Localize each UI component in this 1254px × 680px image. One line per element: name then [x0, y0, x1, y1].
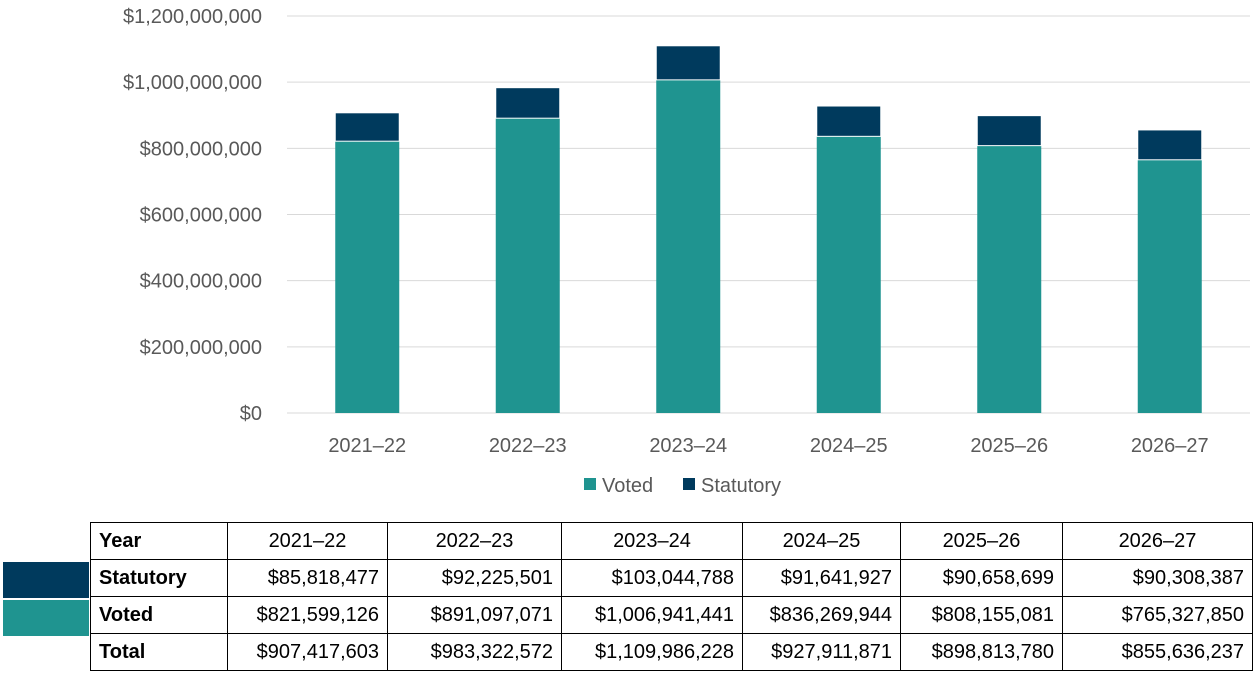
- bar-voted-0: [335, 141, 400, 413]
- table-cell: $90,658,699: [900, 559, 1063, 597]
- bar-statutory-0: [334, 112, 400, 142]
- table-header-cell: 2024–25: [742, 522, 901, 560]
- y-tick-label: $1,000,000,000: [123, 72, 262, 94]
- table-cell: $765,327,850: [1062, 596, 1253, 634]
- x-axis-tick-labels: 2021–22 2022–23 2023–24 2024–25 2025–26 2026–…: [328, 435, 1208, 457]
- table-header-row: Year 2021–22 2022–23 2023–24 2024–25 202…: [90, 522, 1253, 560]
- table-cell: $898,813,780: [900, 633, 1063, 671]
- legend-label-statutory: Statutory: [701, 475, 781, 497]
- x-tick-label: 2025–26: [970, 435, 1048, 457]
- bar-statutory-4: [976, 115, 1042, 147]
- table-header-cell: 2022–23: [387, 522, 562, 560]
- bar-voted-4: [977, 145, 1042, 413]
- bar-statutory-5: [1137, 129, 1203, 161]
- y-tick-label: $600,000,000: [140, 205, 262, 227]
- y-axis-tick-labels: $0 $200,000,000 $400,000,000 $600,000,000 $8…: [123, 6, 262, 425]
- table-cell: $85,818,477: [227, 559, 388, 597]
- x-tick-label: 2022–23: [489, 435, 567, 457]
- table-cell: $90,308,387: [1062, 559, 1253, 597]
- table-cell: $836,269,944: [742, 596, 901, 634]
- table-cell: Total: [90, 633, 228, 671]
- table-header-cell: 2021–22: [227, 522, 388, 560]
- bar-voted-5: [1137, 159, 1202, 413]
- y-tick-label: $0: [240, 403, 262, 425]
- table-header-cell: Year: [90, 522, 228, 560]
- bar-statutory-3: [816, 105, 882, 137]
- legend-swatch-voted: [584, 478, 596, 490]
- data-table: Year 2021–22 2022–23 2023–24 2024–25 202…: [90, 522, 1253, 671]
- table-header-cell: 2025–26: [900, 522, 1063, 560]
- table-cell: $855,636,237: [1062, 633, 1253, 671]
- table-cell: $92,225,501: [387, 559, 562, 597]
- bars: [334, 45, 1203, 414]
- table-cell: Voted: [90, 596, 228, 634]
- statutory-legend-key: [3, 562, 89, 598]
- table-cell: $927,911,871: [742, 633, 901, 671]
- x-tick-label: 2024–25: [810, 435, 888, 457]
- table-cell: $91,641,927: [742, 559, 901, 597]
- legend: Voted Statutory: [584, 475, 781, 497]
- y-tick-label: $200,000,000: [140, 337, 262, 359]
- gridlines: [287, 15, 1250, 414]
- bar-voted-1: [495, 118, 560, 414]
- table-header-cell: 2023–24: [561, 522, 743, 560]
- y-tick-label: $800,000,000: [140, 138, 262, 160]
- stacked-bar-chart: $0 $200,000,000 $400,000,000 $600,000,000 $8…: [123, 6, 1250, 497]
- table-cell: $808,155,081: [900, 596, 1063, 634]
- voted-legend-key: [3, 600, 89, 636]
- table-cell: Statutory: [90, 559, 228, 597]
- table-cell: $907,417,603: [227, 633, 388, 671]
- x-tick-label: 2021–22: [328, 435, 406, 457]
- table-cell: $821,599,126: [227, 596, 388, 634]
- bar-statutory-2: [655, 45, 721, 81]
- y-tick-label: $1,200,000,000: [123, 6, 262, 28]
- table-row-total: Total $907,417,603 $983,322,572 $1,109,9…: [90, 633, 1253, 671]
- table-cell: $983,322,572: [387, 633, 562, 671]
- x-tick-label: 2026–27: [1131, 435, 1209, 457]
- bar-voted-3: [816, 136, 881, 413]
- table-cell: $1,006,941,441: [561, 596, 743, 634]
- table-row-voted: Voted $821,599,126 $891,097,071 $1,006,9…: [90, 596, 1253, 634]
- legend-label-voted: Voted: [602, 475, 653, 497]
- table-cell: $103,044,788: [561, 559, 743, 597]
- bar-voted-2: [656, 79, 721, 413]
- y-tick-label: $400,000,000: [140, 271, 262, 293]
- table-header-cell: 2026–27: [1062, 522, 1253, 560]
- x-tick-label: 2023–24: [649, 435, 727, 457]
- table-row-statutory: Statutory $85,818,477 $92,225,501 $103,0…: [90, 559, 1253, 597]
- table-cell: $891,097,071: [387, 596, 562, 634]
- table-cell: $1,109,986,228: [561, 633, 743, 671]
- bar-statutory-1: [495, 87, 561, 119]
- legend-swatch-statutory: [683, 478, 695, 490]
